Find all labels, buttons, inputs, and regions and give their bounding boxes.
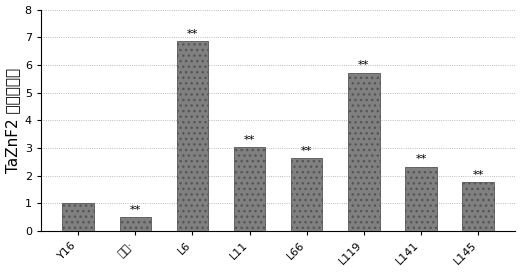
Bar	[120, 217, 151, 231]
Text: **: **	[187, 29, 198, 39]
Text: **: **	[473, 169, 484, 180]
Bar	[463, 182, 494, 231]
Bar	[63, 203, 94, 231]
Bar	[234, 147, 265, 231]
Text: **: **	[358, 60, 369, 70]
Text: **: **	[244, 135, 255, 145]
Bar	[177, 41, 208, 231]
Y-axis label: TaZnF2 相对表达量: TaZnF2 相对表达量	[6, 68, 20, 173]
Text: **: **	[130, 204, 141, 214]
Text: **: **	[301, 146, 313, 156]
Bar	[348, 73, 380, 231]
Bar	[291, 159, 322, 231]
Text: **: **	[415, 154, 427, 164]
Bar	[405, 167, 437, 231]
